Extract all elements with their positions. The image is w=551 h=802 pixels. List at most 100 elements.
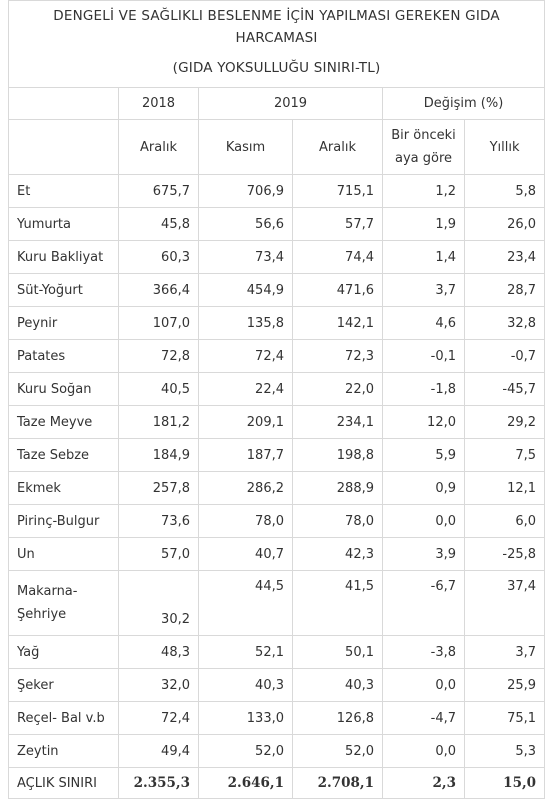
- row-value-col2: 706,9: [198, 174, 293, 208]
- row-value-col2: 40,3: [198, 668, 293, 702]
- row-value-col3: 142,1: [292, 306, 383, 340]
- header-row-years: 2018 2019 Değişim (%): [8, 87, 546, 120]
- row-value-col2: 454,9: [198, 273, 293, 307]
- row-label-line1: Makarna-: [17, 584, 78, 599]
- row-value-col4: 3,9: [382, 537, 465, 571]
- row-value-col3: 288,9: [292, 471, 383, 505]
- table-row: Kuru Soğan 40,5 22,4 22,0 -1,8 -45,7: [8, 372, 546, 406]
- row-value-col3: 22,0: [292, 372, 383, 406]
- header-col-kasim-2019: Kasım: [198, 119, 293, 175]
- total-value-col4: 2,3: [382, 767, 465, 799]
- row-label-item2-2: Reçel- Bal v.b: [8, 701, 119, 735]
- row-value-col1: 32,0: [118, 668, 199, 702]
- header-col-aralik-2019: Aralık: [292, 119, 383, 175]
- row-value-col1: 48,3: [118, 635, 199, 669]
- row-value-col3: 74,4: [292, 240, 383, 274]
- row-value-col4: 1,4: [382, 240, 465, 274]
- row-value-col1: 72,4: [118, 701, 199, 735]
- row-value-col5: 6,0: [463, 504, 546, 538]
- row-label-item-11: Un: [8, 537, 119, 571]
- row-value-col3: 471,6: [292, 273, 383, 307]
- table-row: Yumurta 45,8 56,6 57,7 1,9 26,0: [8, 207, 546, 241]
- row-value-col4: -0,1: [382, 339, 465, 373]
- row-label-item-4: Peynir: [8, 306, 119, 340]
- row-value-col2: 133,0: [198, 701, 293, 735]
- row-label-item-5: Patates: [8, 339, 119, 373]
- table-row: Pirinç-Bulgur 73,6 78,0 78,0 0,0 6,0: [8, 504, 546, 538]
- table-row: Reçel- Bal v.b 72,4 133,0 126,8 -4,7 75,1: [8, 701, 546, 735]
- table-row: Taze Meyve 181,2 209,1 234,1 12,0 29,2: [8, 405, 546, 439]
- row-value-col1: 40,5: [118, 372, 199, 406]
- row-value-col4: -6,7: [382, 570, 465, 636]
- row-value-col2: 40,7: [198, 537, 293, 571]
- row-value-col3: 198,8: [292, 438, 383, 472]
- row-label-item2-0: Yağ: [8, 635, 119, 669]
- row-value-col5: 5,8: [463, 174, 546, 208]
- row-label-item-7: Taze Meyve: [8, 405, 119, 439]
- row-value-col5: 12,1: [463, 471, 546, 505]
- row-value-col5: -0,7: [463, 339, 546, 373]
- row-value-col3: 41,5: [292, 570, 383, 636]
- row-value-col2: 22,4: [198, 372, 293, 406]
- row-value-col2: 52,0: [198, 734, 293, 768]
- table-row: Taze Sebze 184,9 187,7 198,8 5,9 7,5: [8, 438, 546, 472]
- row-value-col5: 3,7: [463, 635, 546, 669]
- row-value-col5: 37,4: [463, 570, 546, 636]
- header-col-monthly-line2: aya göre: [394, 151, 453, 166]
- header-col-monthly-line1: Bir önceki: [391, 128, 456, 143]
- row-value-col3: 52,0: [292, 734, 383, 768]
- row-value-col4: 0,0: [382, 504, 465, 538]
- row-label-item-1: Yumurta: [8, 207, 119, 241]
- row-value-col3: 72,3: [292, 339, 383, 373]
- row-value-col4: 12,0: [382, 405, 465, 439]
- row-value-col1: 181,2: [118, 405, 199, 439]
- header-row-months: Aralık Kasım Aralık Bir önceki aya göre …: [8, 119, 546, 175]
- row-value-col2: 56,6: [198, 207, 293, 241]
- row-value-col5: 5,3: [463, 734, 546, 768]
- table-row: Yağ 48,3 52,1 50,1 -3,8 3,7: [8, 635, 546, 669]
- table-row: Patates 72,8 72,4 72,3 -0,1 -0,7: [8, 339, 546, 373]
- row-label-item-8: Taze Sebze: [8, 438, 119, 472]
- table-title-line1: DENGELİ VE SAĞLIKLI BESLENME İÇİN YAPILM…: [53, 8, 500, 24]
- row-value-col1: 257,8: [118, 471, 199, 505]
- row-value-col4: 0,0: [382, 668, 465, 702]
- row-label-item-2: Kuru Bakliyat: [8, 240, 119, 274]
- header-col-annual: Yıllık: [463, 119, 546, 175]
- row-value-col1: 107,0: [118, 306, 199, 340]
- total-value-col2: 2.646,1: [198, 767, 293, 799]
- row-value-col1: 366,4: [118, 273, 199, 307]
- row-value-col3: 50,1: [292, 635, 383, 669]
- header-empty-cell: [8, 87, 119, 120]
- header-year-2019: 2019: [198, 87, 383, 120]
- row-value-col3: 126,8: [292, 701, 383, 735]
- row-value-col1: 675,7: [118, 174, 199, 208]
- row-value-col5: 32,8: [463, 306, 546, 340]
- row-label-item-9: Ekmek: [8, 471, 119, 505]
- food-expenditure-table: DENGELİ VE SAĞLIKLI BESLENME İÇİN YAPILM…: [7, 0, 546, 799]
- row-value-col4: -3,8: [382, 635, 465, 669]
- row-value-col2: 72,4: [198, 339, 293, 373]
- row-value-col4: -1,8: [382, 372, 465, 406]
- row-value-col5: 26,0: [463, 207, 546, 241]
- header-col-aralik-2018: Aralık: [118, 119, 199, 175]
- row-value-col3: 42,3: [292, 537, 383, 571]
- row-value-col4: 5,9: [382, 438, 465, 472]
- row-label-item-0: Et: [8, 174, 119, 208]
- row-value-col2: 286,2: [198, 471, 293, 505]
- row-value-col5: -45,7: [463, 372, 546, 406]
- row-value-col2: 78,0: [198, 504, 293, 538]
- table-row: Kuru Bakliyat 60,3 73,4 74,4 1,4 23,4: [8, 240, 546, 274]
- row-value-col2: 135,8: [198, 306, 293, 340]
- row-label-item-6: Kuru Soğan: [8, 372, 119, 406]
- row-value-col1: 49,4: [118, 734, 199, 768]
- total-value-col3: 2.708,1: [292, 767, 383, 799]
- table-row: Zeytin 49,4 52,0 52,0 0,0 5,3: [8, 734, 546, 768]
- table-row: Ekmek 257,8 286,2 288,9 0,9 12,1: [8, 471, 546, 505]
- row-value-col1: 73,6: [118, 504, 199, 538]
- row-label-item-3: Süt-Yoğurt: [8, 273, 119, 307]
- row-label-makarna-sehriye: Makarna- Şehriye: [8, 570, 119, 636]
- table-row: Et 675,7 706,9 715,1 1,2 5,8: [8, 174, 546, 208]
- table-row: Süt-Yoğurt 366,4 454,9 471,6 3,7 28,7: [8, 273, 546, 307]
- row-value-col2: 44,5: [198, 570, 293, 636]
- row-value-col5: 25,9: [463, 668, 546, 702]
